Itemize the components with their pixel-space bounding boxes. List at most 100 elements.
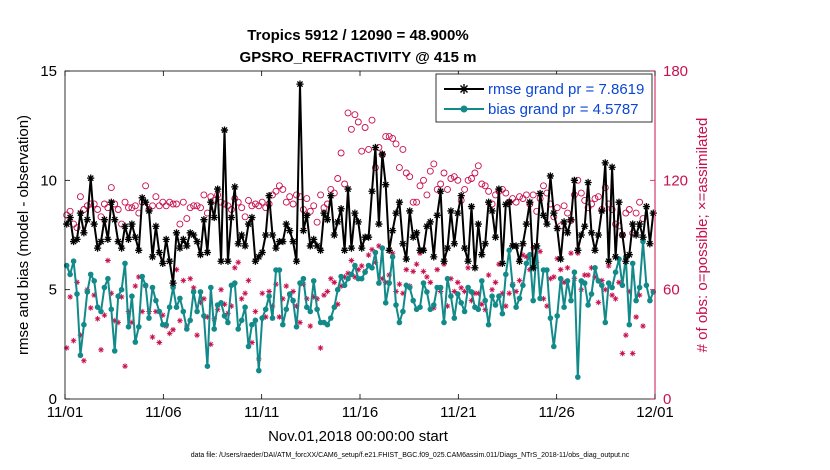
obs-assimilated-point: [372, 259, 379, 266]
obs-possible-point: [426, 167, 434, 175]
rmse-point: [371, 143, 380, 152]
rmse-point: [193, 237, 201, 246]
obs-assimilated-point: [115, 319, 121, 326]
rmse-point: [426, 218, 434, 226]
obs-assimilated-point: [190, 285, 197, 291]
rmse-point: [100, 216, 109, 224]
bias-point: [602, 319, 609, 326]
obs-assimilated-point: [187, 275, 194, 282]
axes-layer: 11/01 11/06 11/11 11/16 11/21 11/26 12/0105101…: [40, 63, 688, 421]
obs-possible-point: [258, 198, 266, 206]
bias-point: [146, 315, 152, 321]
obs-possible-point: [399, 145, 407, 153]
rmse-point: [567, 216, 575, 224]
obs-assimilated-point: [74, 279, 80, 286]
bias-point: [568, 297, 574, 304]
rmse-point: [292, 257, 301, 265]
rmse-point: [351, 209, 359, 217]
obs-possible-point: [351, 111, 359, 119]
rmse-point: [577, 231, 585, 239]
y-tick-label: 15: [40, 63, 57, 80]
y-tick-label: 0: [49, 391, 57, 408]
bias-point: [530, 297, 536, 304]
obs-possible-point: [636, 198, 644, 206]
obs-possible-point: [76, 193, 84, 201]
bias-point: [537, 295, 543, 302]
obs-possible-point: [293, 191, 300, 199]
obs-assimilated-point: [245, 277, 252, 284]
obs-possible-point: [577, 189, 585, 197]
x-axis-label: Nov.01,2018 00:00:00 start: [268, 428, 449, 445]
rmse-point: [584, 178, 592, 187]
bias-point: [331, 304, 338, 311]
obs-possible-point: [519, 195, 527, 203]
bias-point: [307, 308, 314, 315]
obs-possible-point: [584, 204, 592, 212]
obs-possible-point: [540, 182, 547, 190]
x-tick-label: 11/21: [440, 404, 476, 421]
obs-assimilated-point: [523, 254, 530, 260]
rmse-point: [238, 231, 246, 239]
rmse-point: [495, 185, 503, 193]
bias-point: [492, 302, 499, 308]
obs-possible-point: [166, 198, 174, 206]
bias-point: [283, 306, 290, 313]
obs-assimilated-point: [262, 314, 269, 320]
rmse-point: [478, 251, 486, 259]
rmse-point: [430, 253, 438, 261]
rmse-point: [337, 205, 345, 213]
obs-assimilated-point: [87, 305, 94, 311]
bias-point: [461, 308, 468, 315]
obs-possible-point: [334, 175, 342, 182]
obs-possible-point: [73, 224, 81, 232]
obs-assimilated-point: [609, 292, 615, 298]
rmse-point: [378, 150, 386, 158]
obs-assimilated-point: [283, 283, 290, 289]
rmse-point: [402, 255, 410, 263]
obs-possible-point: [512, 198, 520, 206]
obs-possible-point: [454, 176, 462, 184]
rmse-point: [625, 251, 633, 259]
obs-assimilated-point: [623, 332, 629, 339]
bias-point: [324, 321, 331, 328]
bias-point: [372, 249, 379, 256]
obs-assimilated-point: [328, 275, 334, 282]
bias-point: [554, 313, 560, 319]
obs-assimilated-point: [513, 288, 519, 295]
obs-possible-point: [183, 215, 191, 223]
obs-assimilated-point: [403, 266, 410, 273]
rmse-point: [382, 181, 390, 189]
rmse-point: [471, 264, 479, 272]
obs-assimilated-point: [365, 252, 372, 258]
bias-point: [208, 284, 214, 291]
data-file-footer: data file: /Users/raeder/DAI/ATM_forcXX/…: [191, 452, 630, 459]
bias-point: [77, 352, 84, 359]
rmse-point: [244, 220, 253, 228]
obs-assimilated-point: [585, 272, 591, 278]
obs-possible-point: [251, 200, 259, 208]
rmse-point: [282, 220, 290, 228]
bias-point: [437, 284, 444, 291]
bias-point: [262, 306, 269, 313]
rmse-point: [128, 220, 136, 228]
bias-point: [190, 289, 197, 295]
rmse-point: [248, 213, 256, 222]
obs-possible-point: [478, 180, 486, 188]
obs-assimilated-point: [218, 286, 224, 293]
obs-possible-point: [272, 187, 280, 195]
obs-assimilated-point: [231, 265, 238, 271]
rmse-point: [461, 244, 469, 252]
rmse-point: [76, 209, 85, 217]
obs-assimilated-point: [444, 303, 451, 309]
rmse-point: [87, 174, 95, 182]
obs-assimilated-point: [561, 279, 567, 286]
rmse-point: [646, 240, 654, 248]
bias-point: [379, 245, 386, 251]
obs-assimilated-point: [348, 257, 355, 264]
obs-possible-point: [502, 189, 510, 197]
rmse-point: [632, 231, 640, 239]
obs-assimilated-point: [468, 297, 475, 304]
rmse-point: [440, 257, 448, 265]
obs-assimilated-point: [111, 317, 118, 324]
rmse-point: [546, 172, 554, 180]
